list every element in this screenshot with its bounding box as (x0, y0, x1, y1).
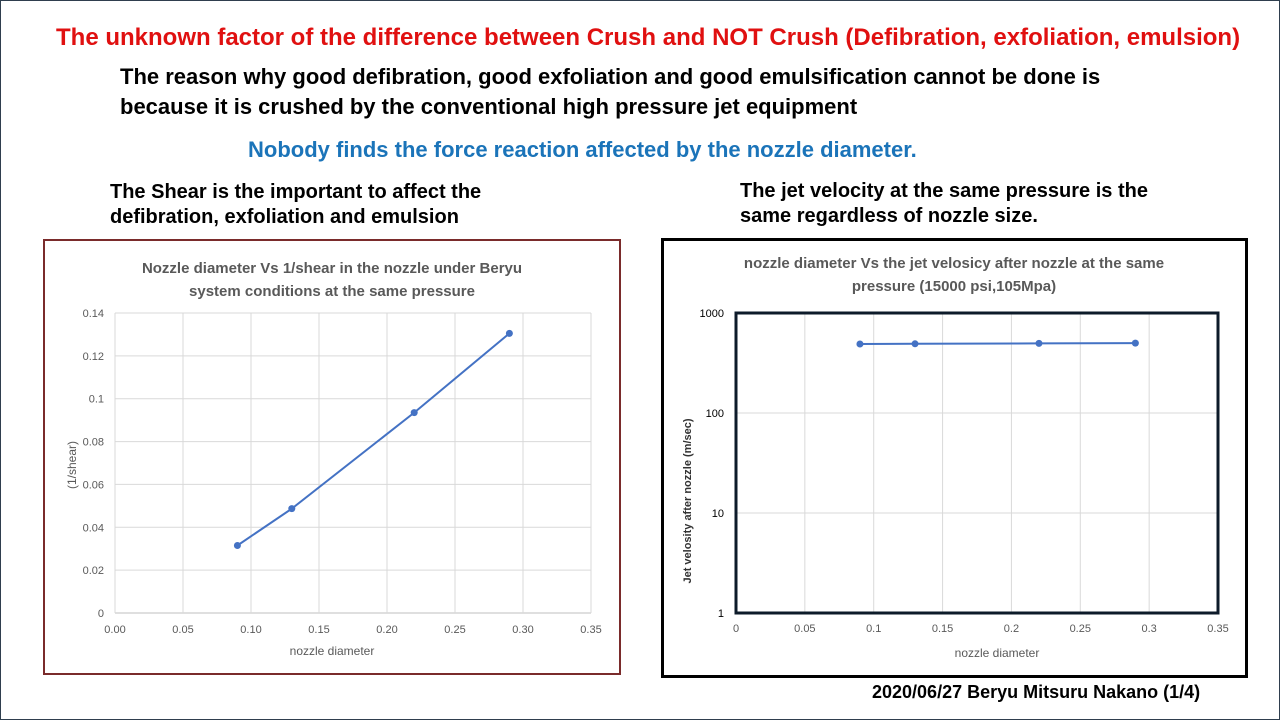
velocity-chart-panel: nozzle diameter Vs the jet velosicy afte… (661, 238, 1248, 678)
x-axis-label: nozzle diameter (955, 646, 1040, 660)
y-tick-label: 0.1 (89, 394, 104, 406)
x-tick-label: 0.05 (794, 623, 815, 635)
x-tick-label: 0.15 (932, 623, 953, 635)
chart-title: system conditions at the same pressure (189, 283, 475, 300)
y-tick-label: 1 (718, 608, 724, 620)
y-tick-label: 1000 (700, 308, 724, 320)
footer-credit: 2020/06/27 Beryu Mitsuru Nakano (1/4) (872, 682, 1201, 702)
data-point (505, 329, 513, 337)
data-point (288, 505, 296, 513)
right-heading-line-2: same regardless of nozzle size. (740, 205, 1038, 227)
left-heading-line-2: defibration, exfoliation and emulsion (110, 206, 459, 228)
y-tick-label: 0.08 (83, 437, 104, 449)
data-point (410, 409, 418, 417)
chart-title: nozzle diameter Vs the jet velosicy afte… (744, 255, 1164, 272)
y-tick-label: 0.02 (83, 565, 104, 577)
y-tick-label: 0.12 (83, 351, 104, 363)
chart-title: Nozzle diameter Vs 1/shear in the nozzle… (142, 260, 522, 277)
x-tick-label: 0.15 (308, 624, 329, 636)
y-tick-label: 10 (712, 508, 724, 520)
series-line (236, 332, 511, 547)
data-point (233, 542, 241, 549)
right-heading-line-1: The jet velocity at the same pressure is… (740, 180, 1148, 202)
x-tick-label: 0.35 (580, 624, 601, 636)
y-tick-label: 100 (706, 408, 724, 420)
reason-line-2: because it is crushed by the conventiona… (120, 94, 858, 119)
y-tick-label: 0 (98, 608, 104, 620)
chart-title: pressure (15000 psi,105Mpa) (852, 278, 1056, 295)
y-tick-label: 0.06 (83, 479, 104, 491)
x-tick-label: 0.25 (444, 624, 465, 636)
highlight-statement: Nobody finds the force reaction affected… (248, 137, 917, 162)
x-tick-label: 0.00 (104, 624, 125, 636)
data-point (1035, 339, 1043, 347)
reason-line-1: The reason why good defibration, good ex… (120, 64, 1101, 89)
y-tick-label: 0.14 (83, 308, 104, 320)
velocity-chart: nozzle diameter Vs the jet velosicy afte… (682, 255, 1229, 660)
y-axis-label: Jet velosity after nozzle (m/sec) (682, 418, 694, 583)
left-heading-line-1: The Shear is the important to affect the (110, 181, 482, 203)
x-tick-label: 0.35 (1207, 623, 1228, 635)
x-tick-label: 0.20 (376, 624, 397, 636)
x-tick-label: 0.2 (1004, 623, 1019, 635)
data-point (911, 340, 919, 348)
x-tick-label: 0.10 (240, 624, 261, 636)
x-axis-label: nozzle diameter (290, 644, 375, 658)
shear-chart-panel: Nozzle diameter Vs 1/shear in the nozzle… (43, 239, 621, 675)
x-tick-label: 0.05 (172, 624, 193, 636)
data-point (1131, 339, 1139, 347)
y-axis-label: (1/shear) (65, 441, 79, 489)
x-tick-label: 0.25 (1070, 623, 1091, 635)
shear-chart: Nozzle diameter Vs 1/shear in the nozzle… (65, 260, 602, 658)
x-tick-label: 0 (733, 623, 739, 635)
x-tick-label: 0.30 (512, 624, 533, 636)
x-tick-label: 0.3 (1141, 623, 1156, 635)
plot-area-border (734, 311, 1220, 615)
y-tick-label: 0.04 (83, 522, 104, 534)
data-point (856, 340, 864, 348)
series-line (859, 342, 1136, 345)
x-tick-label: 0.1 (866, 623, 881, 635)
slide-title: The unknown factor of the difference bet… (56, 24, 1241, 51)
